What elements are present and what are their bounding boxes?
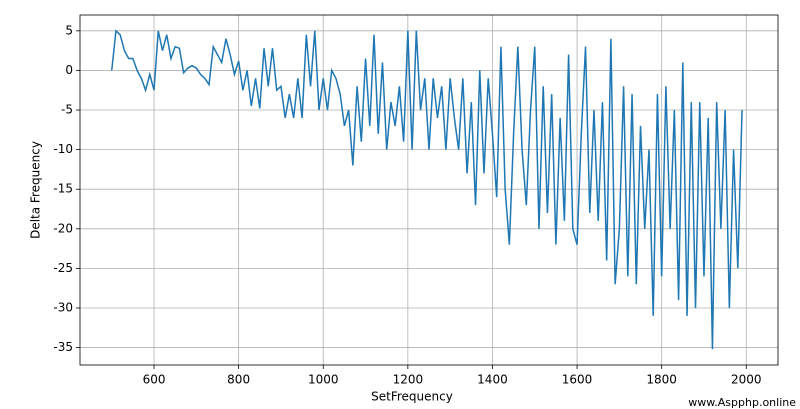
x-tick-label: 600 [143, 373, 166, 387]
x-tick-label: 1600 [562, 373, 593, 387]
y-tick-label: -20 [53, 221, 73, 235]
y-axis-label: Delta Frequency [29, 141, 43, 239]
x-axis-label: SetFrequency [371, 390, 453, 404]
data-line [110, 29, 743, 350]
x-tick-label: 1200 [393, 373, 424, 387]
x-tick-label: 2000 [731, 373, 762, 387]
x-tick-label: 1000 [308, 373, 339, 387]
y-tick-label: -25 [53, 261, 73, 275]
x-tick-label: 1800 [646, 373, 677, 387]
y-tick-label: 5 [65, 23, 73, 37]
x-tick-label: 1400 [477, 373, 508, 387]
watermark: www.Aspphp.online [688, 396, 796, 409]
x-tick-label: 800 [227, 373, 250, 387]
y-tick-label: 0 [65, 63, 73, 77]
plot-frame [79, 14, 779, 366]
y-tick-label: -35 [53, 340, 73, 354]
y-tick-label: -5 [61, 103, 73, 117]
y-tick-label: -30 [53, 300, 73, 314]
y-tick-label: -15 [53, 182, 73, 196]
y-tick-label: -10 [53, 142, 73, 156]
